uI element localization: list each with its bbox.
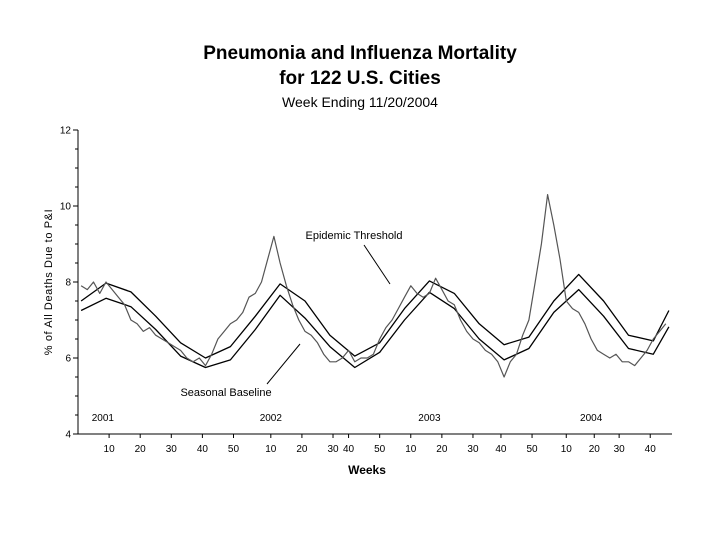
x-tick-label: 40 — [495, 444, 507, 455]
threshold-annotation: Epidemic Threshold — [305, 230, 402, 242]
y-axis-label: % of All Deaths Due to P&I — [43, 209, 55, 355]
x-ticks: 10 20 30 40 50 10 20 30 40 50 10 20 30 40 50 10 20 30 40 — [104, 434, 657, 455]
y-tick-label: 6 — [65, 354, 71, 365]
year-label: 2004 — [580, 413, 603, 424]
y-tick-label: 12 — [60, 126, 72, 137]
baseline-annotation: Seasonal Baseline — [180, 387, 271, 399]
threshold-leader-line — [363, 244, 391, 285]
chart-title-line1: Pneumonia and Influenza Mortality — [203, 43, 517, 64]
y-ticks: 4 6 8 10 12 — [60, 126, 78, 441]
x-tick-label: 10 — [265, 444, 277, 455]
x-tick-label: 50 — [374, 444, 386, 455]
x-tick-label: 10 — [561, 444, 573, 455]
year-label: 2002 — [260, 413, 283, 424]
year-label: 2001 — [92, 413, 115, 424]
x-tick-label: 30 — [327, 444, 339, 455]
year-label: 2003 — [418, 413, 441, 424]
x-tick-label: 50 — [526, 444, 538, 455]
threshold-line — [80, 273, 670, 359]
observed-line — [80, 194, 667, 378]
y-tick-label: 8 — [65, 278, 71, 289]
y-tick-label: 10 — [60, 202, 72, 213]
x-tick-label: 20 — [589, 444, 601, 455]
x-tick-label: 30 — [166, 444, 178, 455]
baseline-leader-line — [266, 343, 301, 385]
x-tick-label: 30 — [467, 444, 479, 455]
x-tick-label: 10 — [405, 444, 417, 455]
x-tick-label: 20 — [296, 444, 308, 455]
chart-subtitle: Week Ending 11/20/2004 — [282, 94, 438, 110]
series-group — [80, 194, 670, 378]
x-tick-label: 40 — [343, 444, 355, 455]
x-tick-label: 20 — [436, 444, 448, 455]
x-axis-label: Weeks — [348, 463, 386, 477]
x-tick-label: 20 — [135, 444, 147, 455]
y-tick-label: 4 — [65, 430, 71, 441]
baseline-line — [80, 288, 670, 369]
x-tick-label: 30 — [614, 444, 626, 455]
x-tick-label: 40 — [197, 444, 209, 455]
year-labels: 2001 2002 2003 2004 — [92, 413, 603, 424]
x-tick-label: 40 — [645, 444, 657, 455]
y-minor-ticks — [75, 148, 78, 416]
x-tick-label: 10 — [104, 444, 116, 455]
x-tick-label: 50 — [228, 444, 240, 455]
chart-title-line2: for 122 U.S. Cities — [279, 68, 441, 89]
